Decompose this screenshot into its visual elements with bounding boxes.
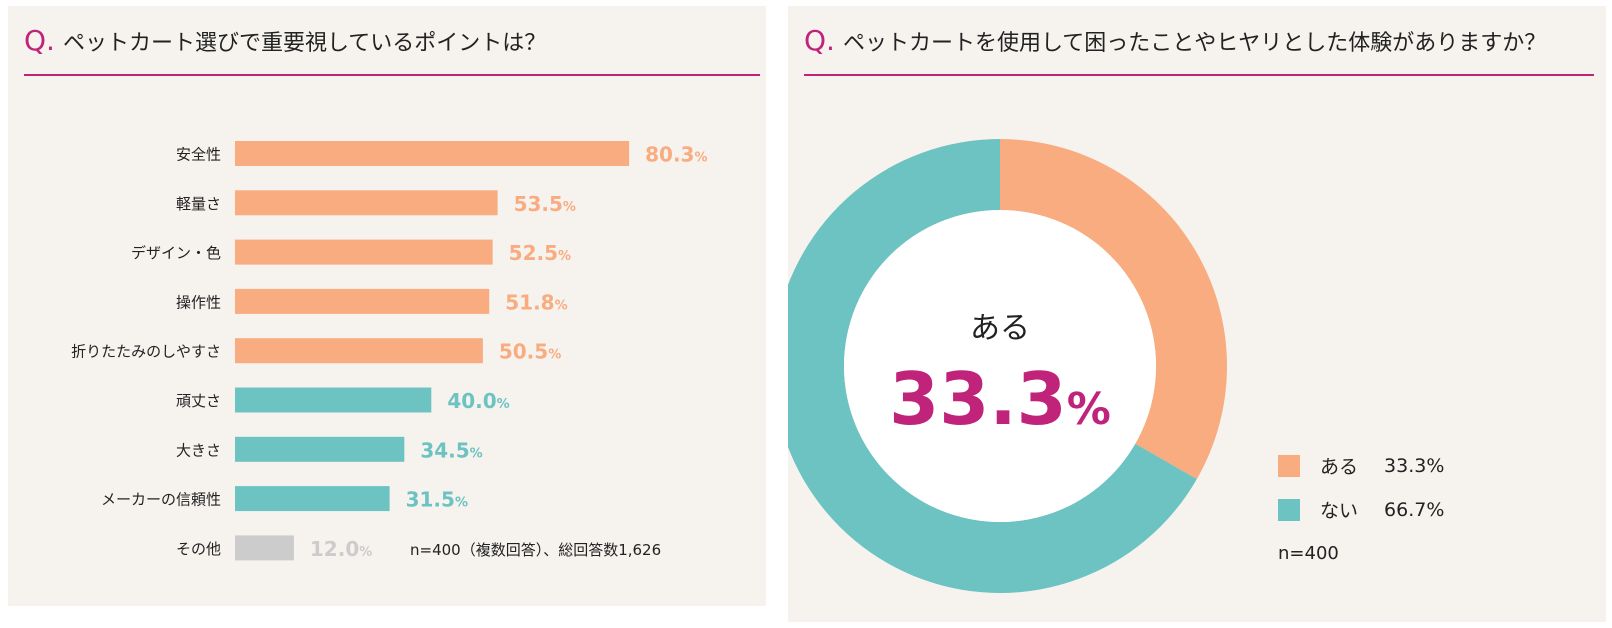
bar-category-label: 頑丈さ — [176, 392, 221, 410]
legend-label: ない — [1320, 500, 1359, 522]
donut-slice-1 — [788, 139, 1197, 593]
bar — [235, 239, 493, 265]
bar-value-label: 40.0% — [447, 389, 509, 413]
bar-category-label: 軽量さ — [176, 195, 221, 213]
donut-center-label: ある — [970, 311, 1030, 346]
bar-category-label: 折りたたみのしやすさ — [71, 343, 221, 361]
donut-center-value: 33.3% — [889, 357, 1111, 441]
donut-slice-0 — [1000, 139, 1227, 480]
bar-category-label: 大きさ — [176, 441, 221, 459]
bar — [235, 141, 630, 166]
legend-item-aru: ある 33.3% — [1278, 452, 1444, 479]
bar-chart-footnote: n=400（複数回答）、総回答数1,626 — [410, 541, 662, 559]
bar-value-label: 80.3% — [645, 143, 707, 167]
bar-value-label: 53.5% — [514, 192, 576, 216]
legend-label: ある — [1320, 456, 1359, 478]
legend-value: 66.7% — [1384, 498, 1445, 521]
legend-value: 33.3% — [1384, 454, 1445, 477]
bar-value-label: 34.5% — [420, 438, 482, 462]
legend-swatch — [1278, 454, 1300, 477]
donut-chart: ある 33.3% — [788, 139, 1227, 593]
donut-chart-panel: Q. ペットカートを使用して困ったことやヒヤリとした体験がありますか？ ある 33… — [788, 6, 1606, 622]
bar-category-label: デザイン・色 — [131, 244, 221, 262]
bar — [235, 535, 294, 561]
bar — [235, 387, 432, 413]
bar-chart: 安全性 80.3% 軽量さ 53.5% デザイン・色 52.5% 操作性 51.8% 折りたたみ… — [71, 141, 708, 561]
title-divider — [804, 74, 1594, 76]
bar — [235, 436, 405, 462]
bar-category-label: 操作性 — [176, 293, 221, 311]
bar-category-label: 安全性 — [176, 146, 221, 164]
bar — [235, 486, 390, 512]
donut-center — [844, 210, 1156, 522]
bar-value-label: 52.5% — [509, 241, 571, 265]
bar — [235, 190, 498, 216]
bar-value-label: 51.8% — [505, 290, 567, 314]
bar-value-label: 31.5% — [406, 488, 468, 512]
question-mark-label: Q. — [24, 24, 55, 57]
bar-value-label: 50.5% — [499, 340, 561, 364]
bar-chart-title: ペットカート選びで重要視しているポイントは？ — [62, 31, 547, 56]
legend-item-nai: ない 66.7% — [1278, 496, 1444, 523]
donut-chart-question: Q. ペットカートを使用して困ったことやヒヤリとした体験がありますか？ — [804, 24, 1546, 57]
bar-chart-panel: Q. ペットカート選びで重要視しているポイントは？ 安全性 80.3% 軽量さ 53.… — [8, 6, 766, 606]
bar — [235, 288, 490, 314]
legend-swatch — [1278, 498, 1300, 521]
question-mark-label: Q. — [804, 24, 835, 57]
donut-chart-title: ペットカートを使用して困ったことやヒヤリとした体験がありますか？ — [842, 31, 1547, 56]
bar-value-label: 12.0% — [310, 537, 372, 561]
bar — [235, 338, 483, 364]
sample-size-label: n=400 — [1278, 543, 1339, 564]
title-divider — [24, 74, 760, 76]
bar-category-label: メーカーの信頼性 — [101, 491, 221, 509]
bar-category-label: その他 — [176, 540, 221, 558]
bar-chart-question: Q. ペットカート選びで重要視しているポイントは？ — [24, 24, 546, 57]
